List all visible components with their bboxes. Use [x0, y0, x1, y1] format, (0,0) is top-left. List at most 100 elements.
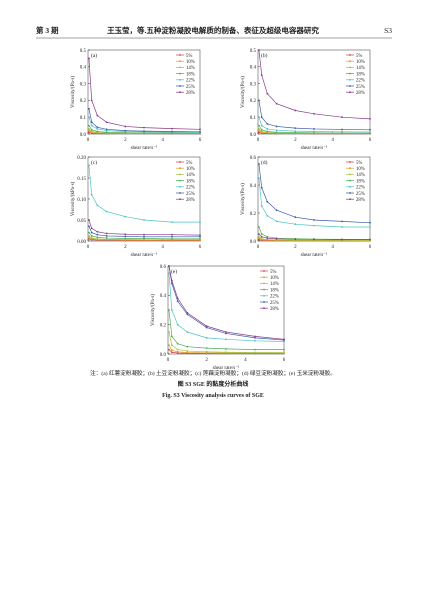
- caption-note: 注：(a) 红薯淀粉凝胶；(b) 土豆淀粉凝胶；(c) 莲藕淀粉凝胶；(d) 绿…: [90, 369, 336, 377]
- data-point: [88, 131, 90, 134]
- legend-marker: [349, 66, 351, 69]
- data-point: [96, 236, 99, 239]
- legend-label: 5%: [356, 54, 362, 59]
- data-point: [313, 112, 315, 115]
- data-point: [294, 127, 297, 130]
- data-point: [143, 238, 145, 241]
- y-tick-label: 0.2: [80, 99, 87, 104]
- data-point: [258, 177, 260, 179]
- x-tick-label: 2: [294, 138, 297, 143]
- data-point: [90, 235, 93, 237]
- data-point: [266, 214, 269, 217]
- data-point: [171, 127, 173, 130]
- x-tick-label: 2: [205, 358, 208, 363]
- x-tick-label: 4: [331, 245, 334, 250]
- data-point: [205, 325, 208, 328]
- data-point: [186, 312, 189, 314]
- data-point: [90, 121, 93, 124]
- data-point: [275, 238, 278, 240]
- data-point: [254, 335, 256, 338]
- data-point: [176, 297, 179, 300]
- legend-marker: [349, 91, 351, 94]
- data-point: [96, 130, 99, 133]
- data-point: [341, 220, 343, 223]
- data-point: [88, 236, 90, 239]
- data-point: [254, 351, 256, 354]
- data-point: [260, 205, 263, 207]
- legend-marker: [349, 192, 351, 194]
- data-point: [294, 216, 297, 219]
- x-tick-label: 0: [167, 358, 170, 363]
- data-point: [170, 351, 173, 354]
- series-line: [88, 117, 201, 133]
- data-point: [88, 116, 90, 119]
- legend-marker: [263, 276, 265, 279]
- y-tick-label: 0.15: [77, 177, 86, 182]
- data-point: [275, 125, 278, 128]
- series-line: [168, 345, 285, 354]
- data-point: [88, 219, 90, 221]
- y-tick-label: 0.2: [250, 99, 257, 104]
- legend-marker: [349, 173, 351, 176]
- data-point: [168, 265, 170, 267]
- series-line: [258, 49, 371, 120]
- legend-label: 28%: [186, 198, 195, 203]
- legend-label: 22%: [186, 79, 195, 84]
- legend-marker: [349, 167, 351, 170]
- legend-label: 10%: [186, 60, 195, 65]
- series-line: [88, 219, 201, 236]
- y-axis-label: Viscosity/(Pa·s): [151, 294, 156, 326]
- x-tick-label: 2: [294, 245, 297, 250]
- data-point: [258, 226, 260, 228]
- panel-label: (b): [261, 52, 268, 59]
- x-tick-label: 6: [199, 245, 202, 250]
- data-point: [254, 348, 256, 351]
- data-point: [275, 102, 278, 105]
- data-point: [266, 92, 269, 95]
- data-point: [170, 282, 173, 285]
- legend-label: 10%: [270, 276, 279, 281]
- data-point: [168, 272, 170, 275]
- data-point: [266, 123, 269, 125]
- panel-label: (e): [171, 268, 177, 275]
- data-point: [90, 237, 93, 239]
- data-point: [260, 235, 263, 238]
- legend-label: 18%: [356, 72, 365, 77]
- data-point: [369, 128, 371, 131]
- data-point: [90, 231, 93, 234]
- series-line: [258, 128, 371, 134]
- data-point: [96, 238, 99, 240]
- data-point: [90, 130, 93, 133]
- data-point: [88, 128, 90, 130]
- data-point: [313, 130, 315, 133]
- x-tick-label: 4: [161, 245, 164, 250]
- y-tick-label: 0.5: [250, 49, 257, 54]
- x-tick-label: 2: [124, 245, 127, 250]
- data-point: [96, 128, 99, 130]
- data-point: [105, 235, 108, 237]
- data-point: [105, 232, 108, 235]
- data-point: [170, 309, 173, 311]
- x-tick-label: 4: [161, 138, 164, 143]
- data-point: [258, 99, 260, 102]
- legend-label: 28%: [270, 307, 279, 312]
- data-point: [90, 193, 93, 196]
- legend-label: 22%: [356, 79, 365, 84]
- y-tick-label: 0.0: [80, 133, 87, 138]
- legend-marker: [263, 301, 265, 303]
- legend-label: 10%: [356, 167, 365, 172]
- data-point: [186, 345, 189, 348]
- data-point: [171, 238, 173, 240]
- data-point: [258, 129, 260, 132]
- series-line: [88, 237, 200, 241]
- data-point: [313, 131, 315, 134]
- data-point: [176, 348, 179, 351]
- data-point: [90, 128, 93, 131]
- data-point: [258, 237, 260, 240]
- data-point: [143, 126, 145, 129]
- legend-marker: [179, 179, 181, 182]
- legend-label: 5%: [356, 161, 362, 166]
- legend-label: 25%: [270, 301, 279, 306]
- data-point: [225, 332, 227, 335]
- y-tick-label: 0.3: [250, 82, 257, 87]
